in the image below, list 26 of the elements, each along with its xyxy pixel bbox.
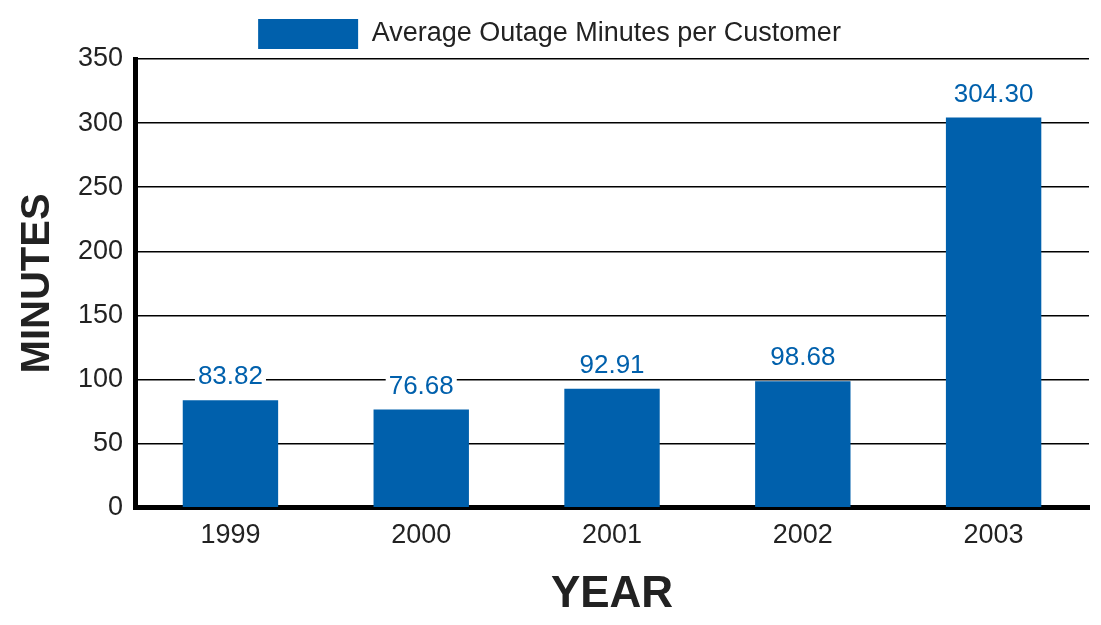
y-tick-label: 50 (93, 427, 124, 458)
data-label: 98.68 (770, 341, 836, 372)
y-tick-label: 350 (77, 42, 124, 73)
y-tick-label: 250 (77, 170, 124, 201)
y-axis-title: MINUTES (13, 193, 58, 374)
x-axis-title: YEAR (550, 566, 674, 616)
bar (755, 381, 851, 508)
x-tick-label: 2000 (391, 519, 452, 550)
bar (564, 388, 660, 508)
y-tick-label: 100 (77, 363, 124, 394)
x-tick-label: 2002 (772, 519, 833, 550)
x-tick-label: 1999 (200, 519, 261, 550)
y-tick-label: 200 (77, 234, 124, 265)
bar (182, 400, 279, 508)
data-label: 92.91 (579, 348, 645, 379)
data-label: 83.82 (197, 360, 263, 391)
data-label: 76.68 (388, 369, 454, 400)
data-label: 304.30 (953, 77, 1034, 108)
bar (373, 409, 469, 508)
y-tick-label: 300 (77, 106, 124, 137)
x-tick-label: 2001 (581, 519, 643, 550)
x-tick-label: 2003 (963, 519, 1024, 550)
y-tick-label: 150 (77, 298, 124, 329)
legend-label: Average Outage Minutes per Customer (371, 17, 841, 48)
bar (945, 117, 1042, 508)
y-tick-label: 0 (108, 491, 124, 522)
